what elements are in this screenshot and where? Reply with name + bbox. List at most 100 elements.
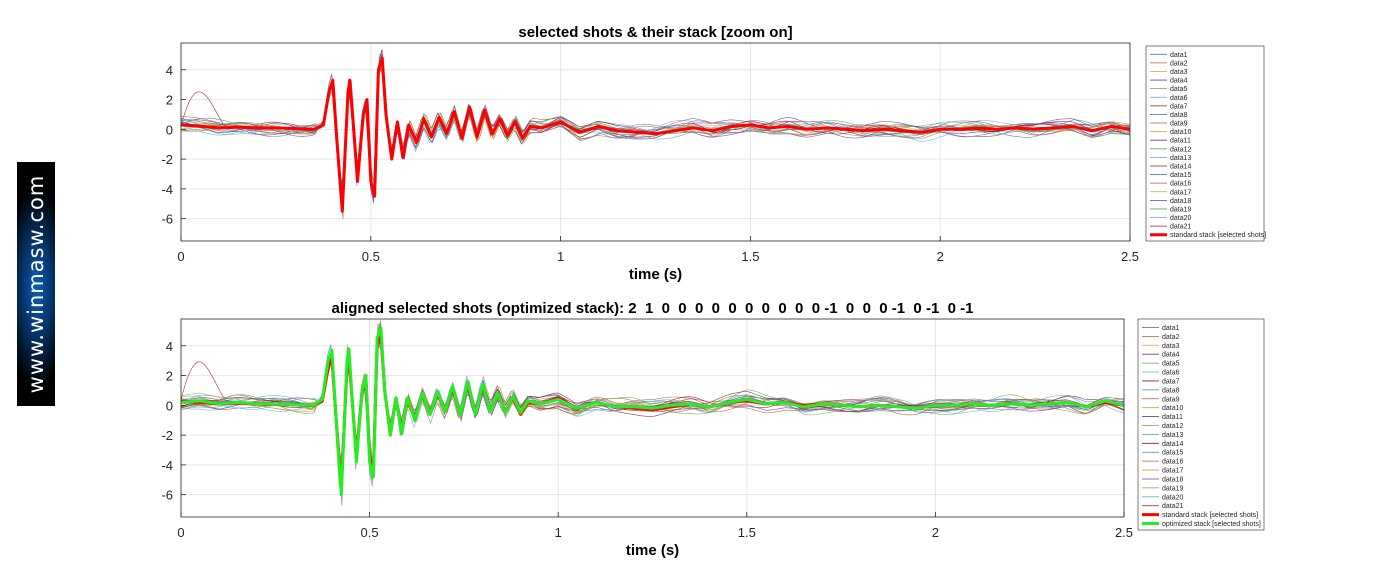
- legend-label: data19: [1170, 206, 1192, 213]
- y-tick-label: 0: [166, 122, 173, 137]
- legend-entry: standard stack [selected shots]: [1150, 232, 1266, 239]
- axes-box: [180, 318, 1125, 518]
- plot-traces: [181, 320, 1124, 506]
- legend-entry: data6: [1150, 95, 1188, 102]
- x-tick-label: 0: [177, 249, 184, 264]
- legend-label: data4: [1162, 352, 1180, 359]
- legend-entry: data14: [1142, 441, 1184, 448]
- legend-entry: data18: [1142, 476, 1184, 483]
- legend-entry: data13: [1142, 432, 1184, 439]
- legend-label: data17: [1162, 468, 1184, 475]
- legend-entry: data21: [1150, 224, 1192, 231]
- legend-label: data2: [1170, 60, 1188, 67]
- y-tick-label: 4: [166, 63, 173, 78]
- chart-title: aligned selected shots (optimized stack)…: [332, 300, 974, 317]
- legend-entry: data10: [1142, 405, 1184, 412]
- legend-entry: data5: [1142, 361, 1180, 368]
- legend-label: data5: [1162, 361, 1180, 368]
- legend-entry: data20: [1150, 215, 1192, 222]
- y-tick-label: -2: [161, 152, 173, 167]
- legend-box: [1145, 45, 1265, 242]
- legend-entry: data6: [1142, 370, 1180, 377]
- legend-label: data19: [1162, 485, 1184, 492]
- legend-label: data11: [1170, 138, 1191, 145]
- legend-entry: data1: [1150, 52, 1188, 59]
- legend-label: data12: [1162, 423, 1184, 430]
- x-tick-label: 2: [937, 249, 944, 264]
- legend-entry: data12: [1150, 146, 1192, 153]
- legend-label: data18: [1162, 476, 1184, 483]
- y-tick-label: 2: [166, 93, 173, 108]
- watermark-text: www.winmasw.com: [24, 174, 48, 394]
- legend-label: data9: [1170, 121, 1188, 128]
- legend-label: data18: [1170, 198, 1192, 205]
- legend-label: data7: [1170, 103, 1188, 110]
- legend-entry: data12: [1142, 423, 1184, 430]
- y-tick-label: 2: [166, 369, 173, 384]
- legend-entry: data15: [1150, 172, 1192, 179]
- legend-entry: data16: [1142, 459, 1184, 466]
- chart-panel-2: 0 0.5 1 1.5 2 2.5 4 2 0 -2 -4 -6 aligned selected sh…: [161, 300, 1265, 559]
- legend-label: data1: [1162, 325, 1180, 332]
- legend-label: data16: [1162, 459, 1184, 466]
- legend-label: data16: [1170, 181, 1192, 188]
- legend-entry: data17: [1150, 189, 1192, 196]
- plot-area: [181, 319, 1124, 517]
- legend-label: data12: [1170, 146, 1192, 153]
- legend-label: data21: [1162, 503, 1184, 510]
- legend-label: data15: [1162, 450, 1184, 457]
- legend-entry: data3: [1142, 343, 1180, 350]
- x-tick-label: 2: [932, 525, 939, 540]
- legend-label: data3: [1170, 69, 1188, 76]
- axes-box: [180, 42, 1131, 242]
- x-tick-label: 0.5: [362, 249, 380, 264]
- x-tick-label: 2.5: [1115, 525, 1133, 540]
- legend-label: data9: [1162, 396, 1180, 403]
- legend-label: data2: [1162, 334, 1180, 341]
- legend-label: data6: [1162, 370, 1180, 377]
- legend-entry: data20: [1142, 494, 1184, 501]
- legend-label: data14: [1170, 163, 1192, 170]
- trace-data10: [181, 323, 1124, 487]
- watermark-glow: [17, 192, 55, 382]
- legend-label: data13: [1170, 155, 1192, 162]
- x-tick-label: 1.5: [738, 525, 756, 540]
- legend-label: data3: [1162, 343, 1180, 350]
- winmasw-watermark: www.winmasw.com: [17, 162, 55, 406]
- legend-label: data8: [1170, 112, 1188, 119]
- legend-label: data11: [1162, 414, 1183, 421]
- legend-entry: data8: [1142, 387, 1180, 394]
- plot-area: [181, 43, 1130, 241]
- x-axis-label: time (s): [626, 542, 679, 559]
- legend-label: data17: [1170, 189, 1192, 196]
- legend-label: data10: [1170, 129, 1192, 136]
- legend-entry: data11: [1142, 414, 1183, 421]
- legend-label: data4: [1170, 78, 1188, 85]
- legend-entry: data1: [1142, 325, 1180, 332]
- x-axis-label: time (s): [629, 266, 682, 283]
- x-tick-label: 0.5: [361, 525, 379, 540]
- x-tick-label: 0: [177, 525, 184, 540]
- legend-entry: data9: [1142, 396, 1180, 403]
- legend-label: data20: [1162, 494, 1184, 501]
- legend-label: data7: [1162, 378, 1180, 385]
- legend-label: data15: [1170, 172, 1192, 179]
- legend-label: optimized stack [selected shots]: [1162, 521, 1261, 528]
- legend-label: standard stack [selected shots]: [1162, 512, 1258, 519]
- legend-label: data10: [1162, 405, 1184, 412]
- stack-line-2: [181, 326, 1124, 497]
- legend-label: data21: [1170, 224, 1192, 231]
- y-tick-label: -6: [161, 488, 173, 503]
- legend-entry: data8: [1150, 112, 1188, 119]
- legend-entry: data3: [1150, 69, 1188, 76]
- legend-entry: data2: [1150, 60, 1188, 67]
- legend-entry: data7: [1142, 378, 1180, 385]
- y-tick-label: 4: [166, 339, 173, 354]
- x-tick-label: 1: [557, 249, 564, 264]
- legend-entry: data5: [1150, 86, 1188, 93]
- legend-entry: data11: [1150, 138, 1191, 145]
- legend-entry: data19: [1150, 206, 1192, 213]
- y-tick-label: -6: [161, 212, 173, 227]
